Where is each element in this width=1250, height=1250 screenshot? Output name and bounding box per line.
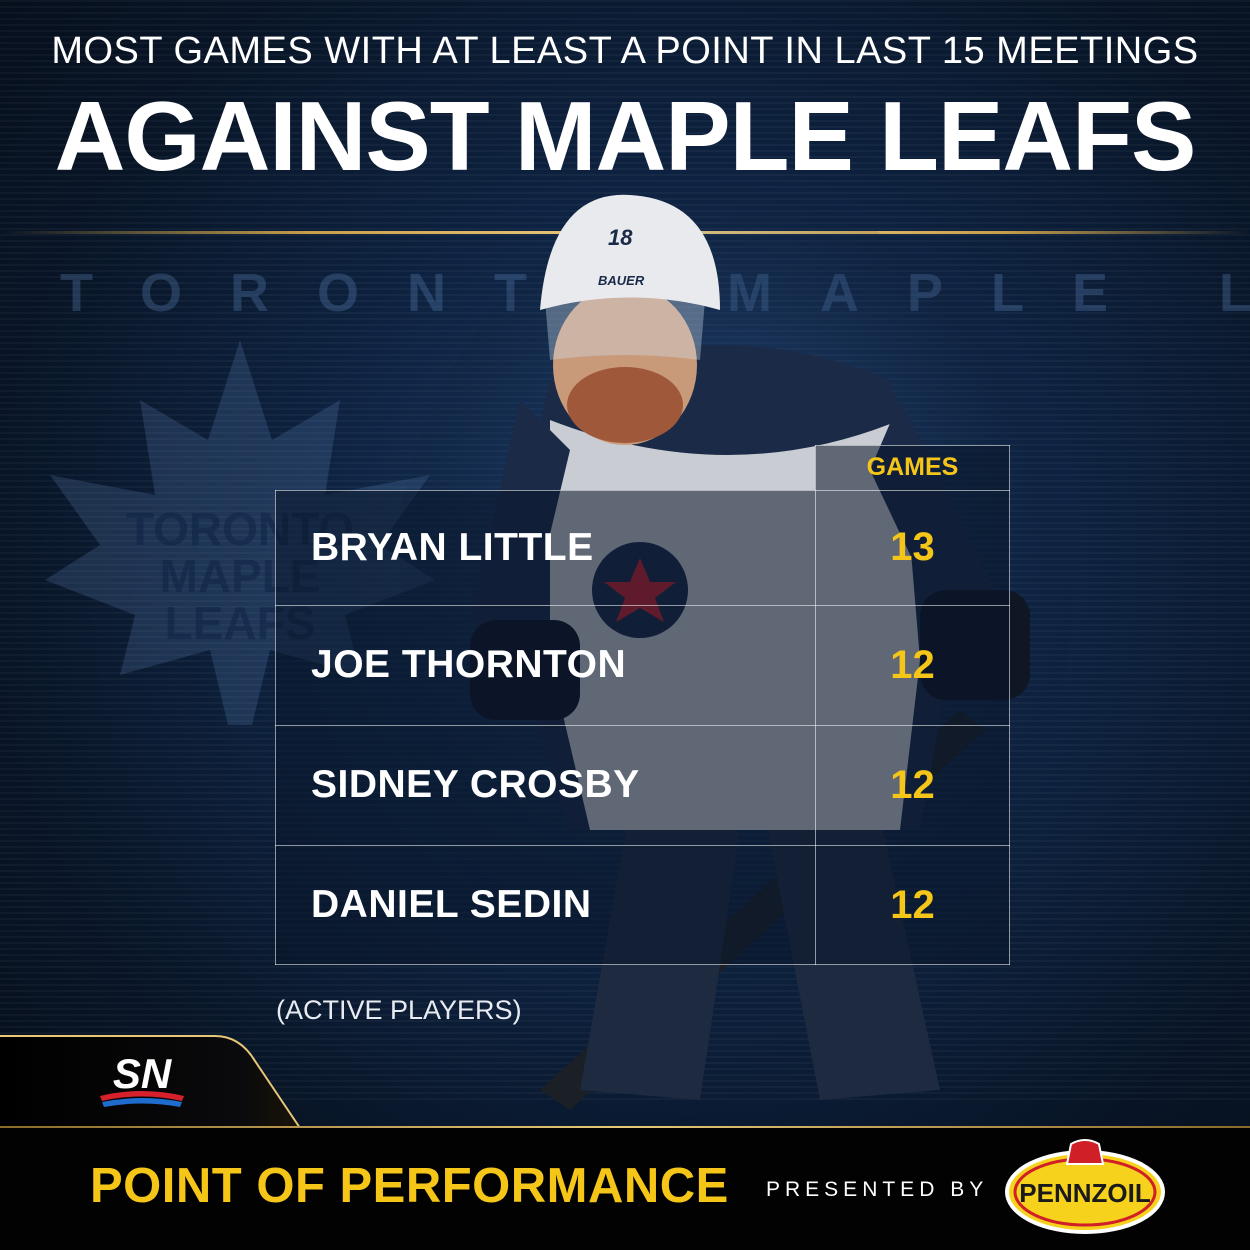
grid-line xyxy=(275,964,1010,965)
grid-line xyxy=(815,445,1010,446)
player-name: BRYAN LITTLE xyxy=(311,525,594,569)
helmet-brand: BAUER xyxy=(598,273,645,288)
segment-title: POINT OF PERFORMANCE xyxy=(90,1159,729,1213)
network-logo-band xyxy=(0,1035,301,1129)
grid-line xyxy=(275,490,276,965)
pennzoil-logo-text: PENNZOIL xyxy=(1019,1178,1151,1208)
player-name: DANIEL SEDIN xyxy=(311,883,592,926)
grid-line xyxy=(815,445,816,965)
games-value: 12 xyxy=(890,762,935,807)
grid-line xyxy=(275,605,1010,606)
table-row: BRYAN LITTLE 13 xyxy=(275,490,1010,605)
table-header-background xyxy=(815,445,1010,490)
helmet-number: 18 xyxy=(608,225,633,250)
table-row: JOE THORNTON 12 xyxy=(275,605,1010,725)
sn-logo: SN xyxy=(100,1050,184,1107)
player-name: JOE THORNTON xyxy=(311,643,627,686)
player-name: SIDNEY CROSBY xyxy=(311,763,640,806)
grid-line xyxy=(275,490,1010,491)
bottom-gold-line xyxy=(0,1126,1250,1128)
games-column-header: GAMES xyxy=(866,453,959,481)
header-title: AGAINST MAPLE LEAFS xyxy=(54,81,1197,191)
games-value: 12 xyxy=(890,642,935,687)
presented-by-label: PRESENTED BY xyxy=(766,1178,989,1201)
footnote: (ACTIVE PLAYERS) xyxy=(276,995,522,1025)
table-row: DANIEL SEDIN 12 xyxy=(275,845,1010,965)
grid-line xyxy=(275,845,1010,846)
pennzoil-logo: PENNZOIL xyxy=(1005,1139,1165,1234)
games-value: 12 xyxy=(890,882,935,927)
grid-line xyxy=(1009,445,1010,965)
table-background xyxy=(275,490,1010,965)
table-row: SIDNEY CROSBY 12 xyxy=(275,725,1010,845)
header-subtitle: MOST GAMES WITH AT LEAST A POINT IN LAST… xyxy=(51,30,1199,72)
games-value: 13 xyxy=(890,525,935,569)
stats-table: GAMES BRYAN LITTLE 13 JOE THORNTON 12 SI… xyxy=(275,445,1010,965)
grid-line xyxy=(275,725,1010,726)
sn-logo-text: SN xyxy=(113,1050,173,1097)
